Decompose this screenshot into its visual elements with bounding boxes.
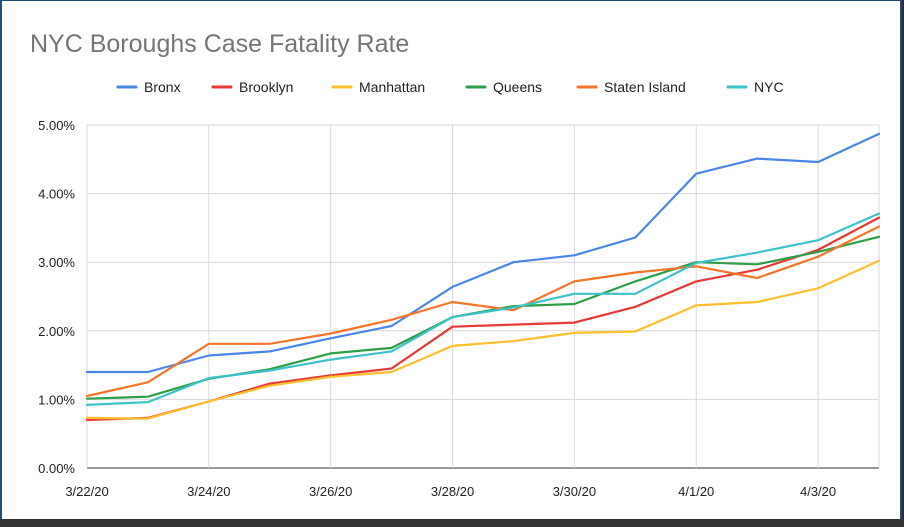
x-axis: 3/22/20 3/24/20 3/26/20 3/28/20 3/30/20 4/1/2… [65, 484, 836, 499]
legend-label: Manhattan [359, 79, 425, 95]
series-line-brooklyn [85, 216, 881, 422]
series-lines [85, 132, 881, 422]
series-line-nyc [85, 212, 881, 406]
x-tick-label: 3/26/20 [309, 484, 352, 499]
series-line-manhattan [85, 259, 881, 420]
y-tick-label: 0.00% [38, 461, 75, 476]
y-axis: 0.00% 1.00% 2.00% 3.00% 4.00% 5.00% [38, 118, 75, 476]
chart-title: NYC Boroughs Case Fatality Rate [30, 30, 409, 58]
y-tick-label: 2.00% [38, 324, 75, 339]
legend-label: Queens [493, 79, 542, 95]
y-tick-label: 5.00% [38, 118, 75, 133]
series-line-bronx [85, 132, 881, 374]
y-tick-label: 1.00% [38, 392, 75, 407]
grid [86, 124, 880, 469]
x-tick-label: 3/24/20 [187, 484, 230, 499]
y-tick-label: 3.00% [38, 255, 75, 270]
x-tick-label: 3/28/20 [431, 484, 474, 499]
bottom-bar [0, 519, 904, 527]
x-tick-label: 3/22/20 [65, 484, 108, 499]
legend: Bronx Brooklyn Manhattan Queens Staten Islan… [116, 79, 784, 95]
x-tick-label: 3/30/20 [553, 484, 596, 499]
x-tick-label: 4/3/20 [800, 484, 836, 499]
legend-label: Bronx [144, 79, 181, 95]
legend-label: Brooklyn [239, 79, 293, 95]
series-line-staten-island [85, 225, 881, 398]
x-tick-label: 4/1/20 [678, 484, 714, 499]
legend-label: Staten Island [604, 79, 686, 95]
legend-label: NYC [754, 79, 784, 95]
y-tick-label: 4.00% [38, 187, 75, 202]
series-line-queens [85, 235, 881, 400]
